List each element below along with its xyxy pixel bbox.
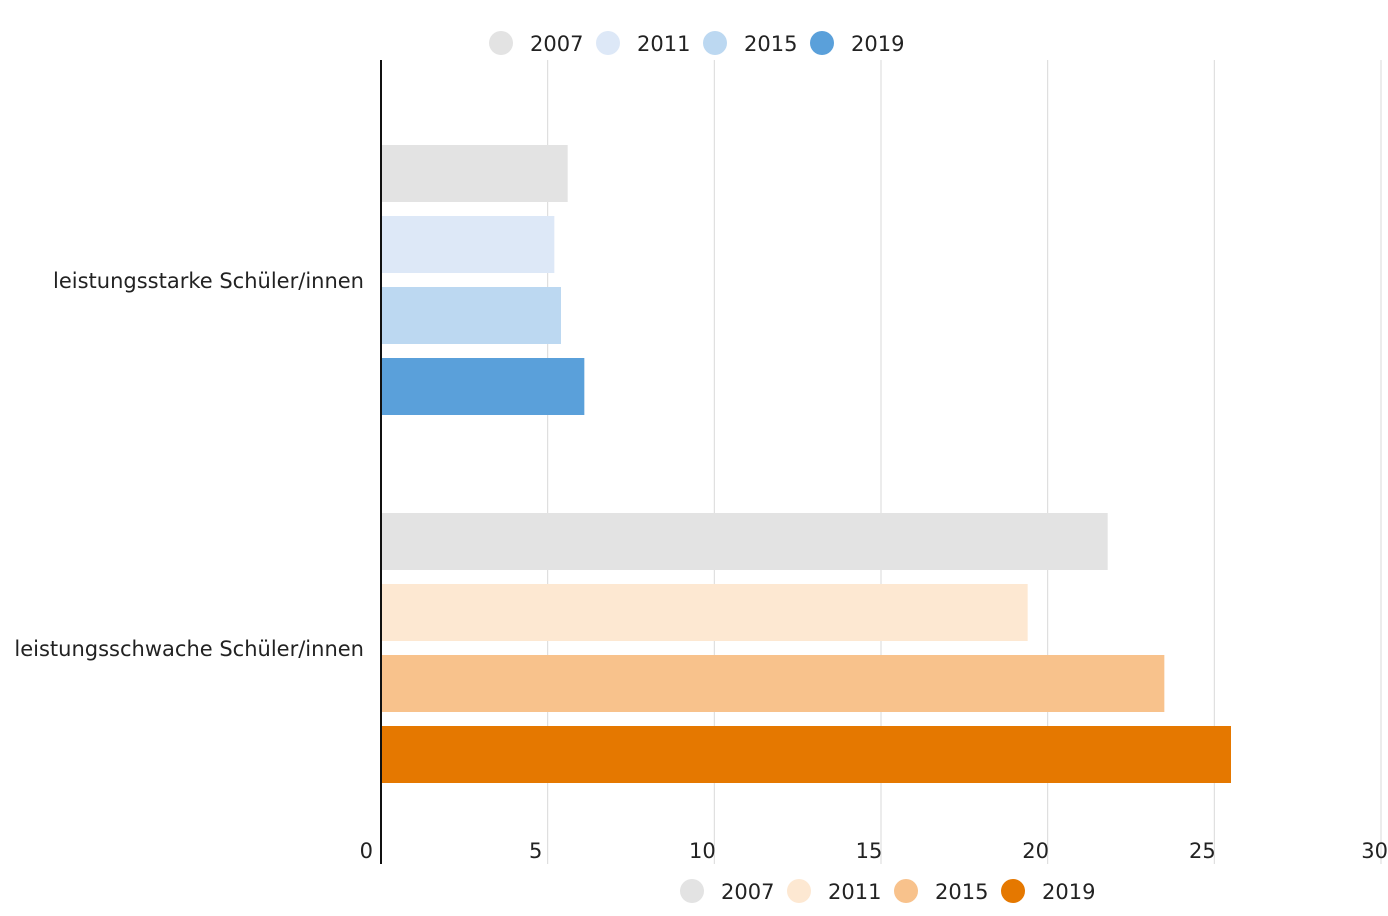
x-tick-label-30: 30 [1361,839,1388,863]
legend-bottom-label-2015: 2015 [935,880,988,904]
x-tick-label-0: 0 [360,839,373,863]
legend-bottom-label-2007: 2007 [721,880,774,904]
x-tick-label-20: 20 [1022,839,1049,863]
x-tick-label-5: 5 [529,839,542,863]
x-tick-label-15: 15 [856,839,883,863]
legend-top-marker-2011 [596,31,620,55]
x-tick-label-10: 10 [689,839,716,863]
bar-strong-2019 [381,358,585,415]
legend-top-label-2015: 2015 [744,32,797,56]
legend-top-marker-2015 [703,31,727,55]
category-label-strong: leistungsstarke Schüler/innen [53,269,364,293]
bar-weak-2011 [381,584,1028,641]
legend-bottom-marker-2015 [894,879,918,903]
legend-top-label-2019: 2019 [851,32,904,56]
legend-bottom-marker-2007 [680,879,704,903]
legend-top-label-2007: 2007 [530,32,583,56]
bar-weak-2015 [381,655,1165,712]
legend-bottom-marker-2019 [1001,879,1025,903]
bar-strong-2007 [381,145,568,202]
legend-bottom-marker-2011 [787,879,811,903]
legend-bottom-label-2011: 2011 [828,880,881,904]
legend-top-marker-2019 [810,31,834,55]
legend-top-label-2011: 2011 [637,32,690,56]
category-label-weak: leistungsschwache Schüler/innen [14,637,364,661]
bar-weak-2019 [381,726,1231,783]
bar-strong-2011 [381,216,555,273]
bar-weak-2007 [381,513,1108,570]
x-tick-label-25: 25 [1189,839,1216,863]
bar-strong-2015 [381,287,561,344]
legend-top-marker-2007 [489,31,513,55]
legend-bottom-label-2019: 2019 [1042,880,1095,904]
